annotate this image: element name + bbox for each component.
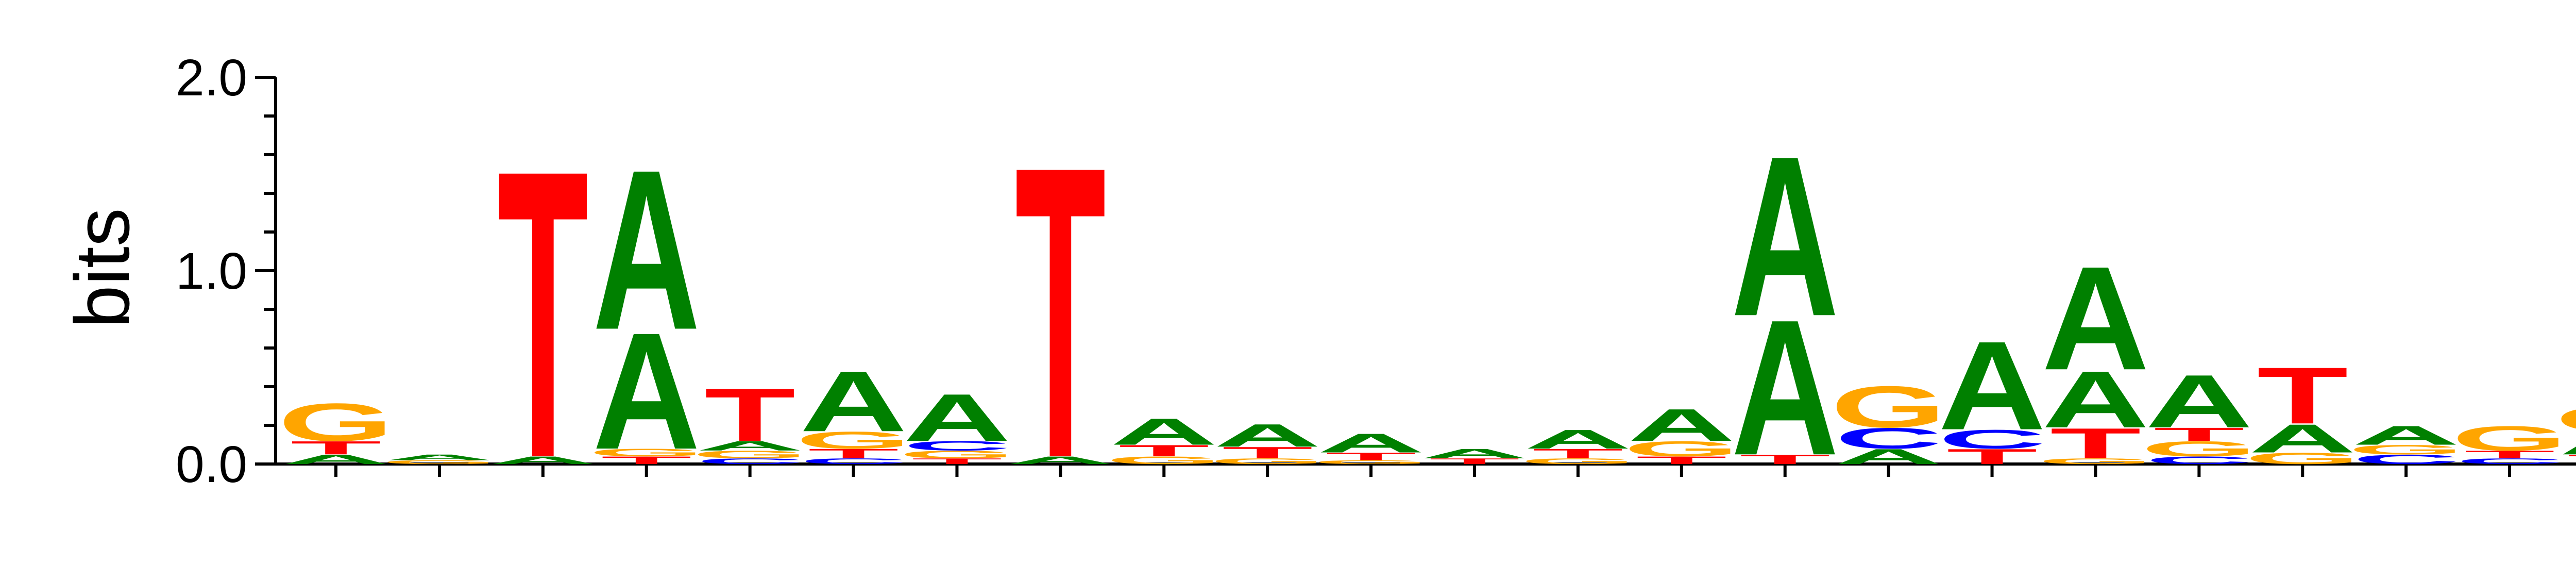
y-minor-ticks <box>264 114 276 427</box>
logo-letter-A-pos5-2: A <box>696 438 804 453</box>
y-axis-title: bits <box>59 208 145 328</box>
logo-letter-C-pos16-1: C <box>1835 422 1942 455</box>
logo-letter-T-pos5-3: T <box>704 373 795 457</box>
logo-letter-C-pos19-0: C <box>2145 454 2253 466</box>
logo-letter-A-pos11-2: A <box>1317 428 1425 458</box>
logo-letter-T-pos13-1: T <box>1533 446 1624 461</box>
logo-letter-T-pos17-0: T <box>1946 444 2038 469</box>
logo-letter-A-pos12-1: A <box>1421 446 1529 461</box>
logo-letter-G-pos21-1: G <box>2348 442 2464 457</box>
logo-letter-A-pos13-2: A <box>1524 424 1632 454</box>
logo-letter-G-pos11-0: G <box>1313 459 1429 466</box>
logo-letter-A-pos14-2: A <box>1628 400 1735 451</box>
logo-letter-A-pos15-2: A <box>1731 109 1839 364</box>
logo-letter-C-pos7-2: C <box>903 438 1011 453</box>
logo-letter-A-pos4-2: A <box>592 298 700 484</box>
logo-letter-A-pos18-2: A <box>2042 355 2149 444</box>
y-tick-label-0: 0.0 <box>176 436 247 493</box>
logo-letter-A-pos19-3: A <box>2145 359 2253 443</box>
logo-letter-C-pos22-0: C <box>2456 457 2564 466</box>
logo-letter-T-pos14-0: T <box>1636 454 1727 466</box>
logo-letter-G-pos5-1: G <box>692 449 808 460</box>
logo-letter-C-pos6-0: C <box>800 457 907 466</box>
logo-letter-A-pos10-2: A <box>1214 418 1321 454</box>
logo-letter-G-pos2-0: G <box>381 459 497 466</box>
logo-letter-T-pos10-1: T <box>1222 443 1313 461</box>
logo-letter-G-pos23-2: G <box>2555 400 2576 439</box>
y-tick-label-1: 1.0 <box>176 242 247 300</box>
logo-letter-G-pos20-0: G <box>2245 450 2361 468</box>
logo-letter-G-pos13-0: G <box>1520 457 1636 466</box>
logo-letter-T-pos12-0: T <box>1429 457 1520 466</box>
logo-letter-G-pos10-0: G <box>1210 457 1326 466</box>
logo-letter-C-pos5-0: C <box>696 457 804 466</box>
logo-letter-T-pos4-0: T <box>601 454 692 466</box>
logo-letter-G-pos18-0: G <box>2038 457 2154 466</box>
logo-letter-A-pos7-3: A <box>903 380 1011 455</box>
logo-letter-G-pos7-1: G <box>899 449 1015 460</box>
logo-letter-G-pos1-2: G <box>278 392 394 452</box>
logo-letter-A-pos1-0: A <box>282 452 390 467</box>
logo-letter-G-pos9-0: G <box>1106 454 1222 466</box>
logo-letter-T-pos1-1: T <box>291 437 382 458</box>
logo-letter-A-pos4-3: A <box>592 123 700 377</box>
logo-letter-T-pos18-1: T <box>2050 420 2141 468</box>
logo-letter-G-pos6-2: G <box>795 426 911 454</box>
logo-letter-A-pos3-0: A <box>489 454 597 466</box>
logo-letter-T-pos11-1: T <box>1326 451 1417 462</box>
logo-letter-A-pos2-1: A <box>385 453 493 461</box>
logo-letter-A-pos17-2: A <box>1938 314 2046 456</box>
logo-letter-T-pos19-2: T <box>2154 424 2245 445</box>
x-axis-ticks <box>334 464 2512 477</box>
y-tick-label-2: 2.0 <box>176 49 247 107</box>
logo-letter-T-pos20-2: T <box>2257 351 2348 441</box>
logo-letter-G-pos22-2: G <box>2452 419 2568 458</box>
logo-letter-C-pos17-1: C <box>1938 424 2046 454</box>
logo-letter-C-pos21-0: C <box>2352 452 2460 467</box>
logo-letter-T-pos6-1: T <box>808 446 899 461</box>
logo-letter-A-pos15-1: A <box>1731 279 1839 495</box>
logo-letter-T-pos9-1: T <box>1118 442 1210 460</box>
logo-letter-T-pos3-1: T <box>497 85 588 544</box>
logo-letter-T-pos7-0: T <box>911 457 1003 466</box>
logo-letter-A-pos9-2: A <box>1110 410 1218 453</box>
logo-letter-G-pos14-1: G <box>1623 437 1739 461</box>
logo-letter-T-pos22-1: T <box>2464 449 2555 460</box>
logo-letter-A-pos20-1: A <box>2249 416 2357 461</box>
logo-letter-A-pos8-0: A <box>1007 454 1114 466</box>
logo-letter-A-pos6-3: A <box>800 354 907 450</box>
logo-letter-G-pos4-1: G <box>588 446 704 458</box>
logo-letter-A-pos21-2: A <box>2352 421 2460 451</box>
logo-letter-A-pos18-3: A <box>2042 235 2149 400</box>
logo-letter-A-pos16-0: A <box>1835 444 1942 469</box>
logo-letter-T-pos23-0: T <box>2568 452 2576 467</box>
logo-letter-T-pos15-0: T <box>1739 452 1831 467</box>
logo-letter-G-pos16-2: G <box>1831 374 1946 440</box>
logo-letter-A-pos23-1: A <box>2560 425 2576 461</box>
logo-letter-T-pos8-1: T <box>1015 80 1106 544</box>
logo-letter-G-pos19-1: G <box>2141 437 2257 461</box>
